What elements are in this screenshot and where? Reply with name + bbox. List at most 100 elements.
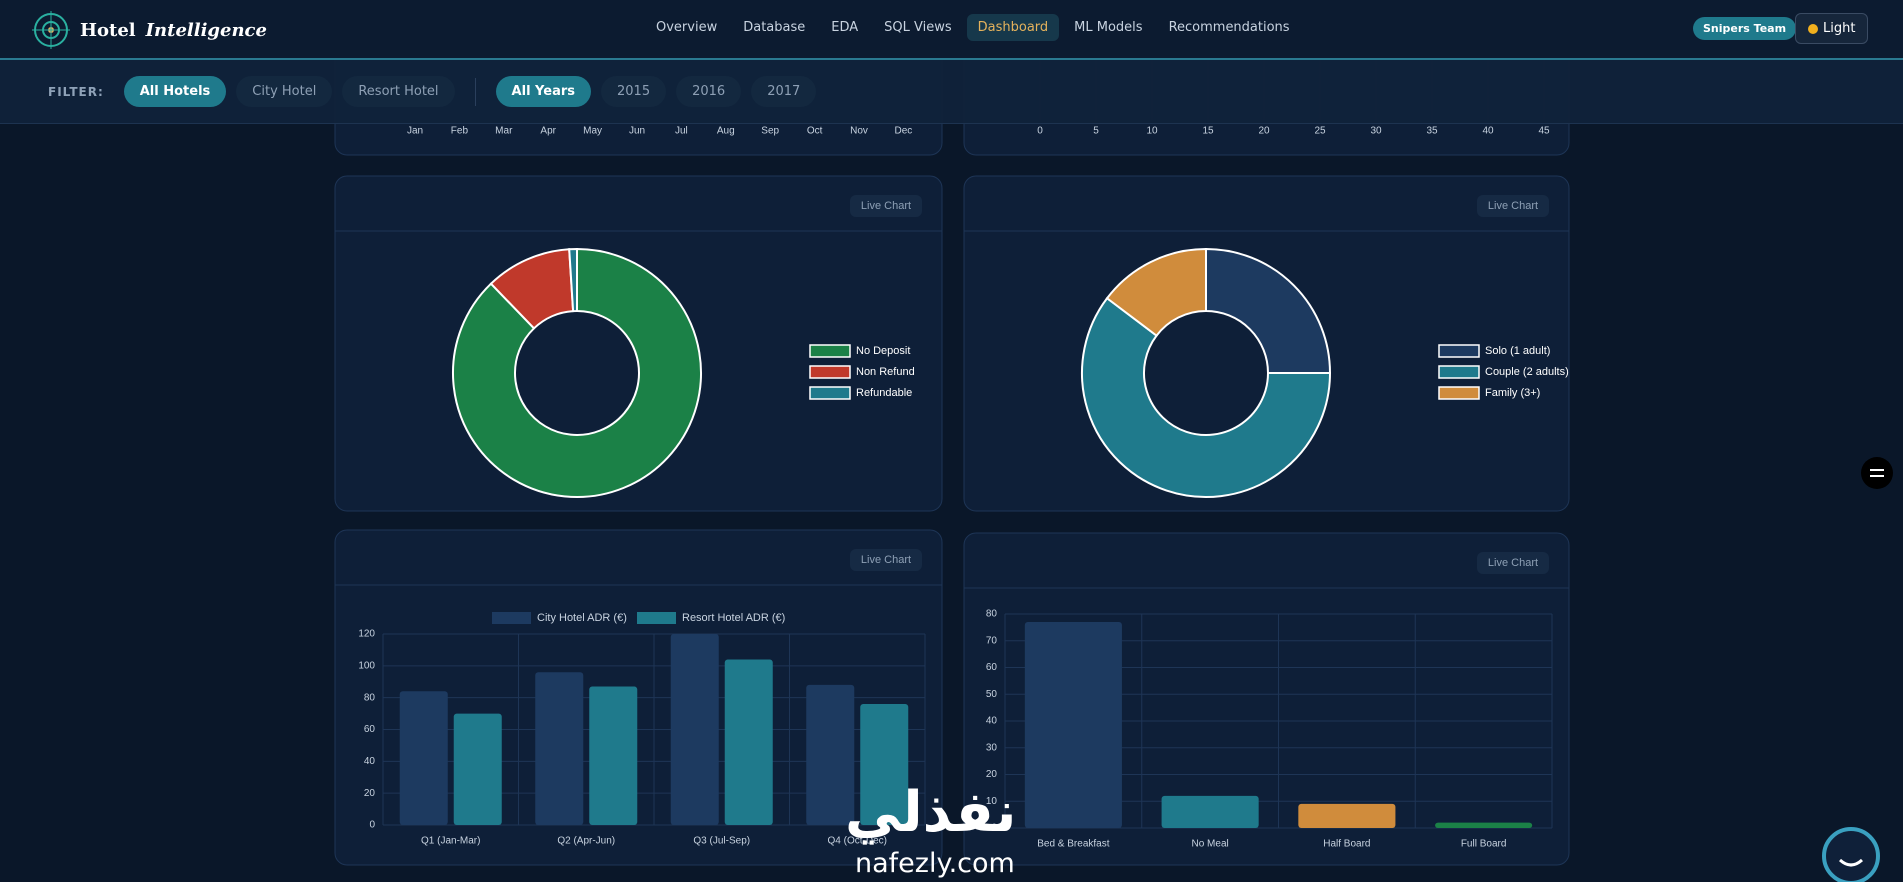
x-tick-label: Jan [407, 126, 423, 137]
badge [850, 549, 922, 571]
y-tick-label: 0 [369, 820, 375, 831]
y-tick-label: 50 [986, 689, 998, 700]
watermark-latin: nafezly.com [855, 848, 1015, 879]
badge-text: Live Chart [861, 554, 911, 566]
x-tick-label: Feb [451, 126, 469, 137]
nav-link[interactable]: ML Models [1074, 20, 1143, 35]
brand-text: Hotel [80, 19, 136, 41]
bar [806, 684, 855, 825]
separator [474, 77, 476, 106]
legend-swatch [1438, 344, 1480, 358]
side-button[interactable] [1861, 457, 1893, 489]
bar [399, 691, 448, 825]
x-tick-label: 20 [1258, 126, 1270, 137]
legend-label: Resort Hotel ADR (€) [682, 612, 785, 624]
legend-label: Family (3+) [1485, 387, 1540, 399]
x-tick-label: May [583, 126, 602, 137]
nav-link[interactable]: Recommendations [1168, 20, 1290, 35]
bar [1435, 822, 1533, 828]
sun-icon [1808, 23, 1818, 34]
bar [670, 634, 719, 825]
x-tick-label: Q3 (Jul-Sep) [693, 836, 750, 847]
y-tick-label: 20 [986, 769, 998, 780]
y-tick-label: 40 [986, 716, 998, 727]
y-tick-label: 60 [986, 662, 998, 673]
legend-label: Couple (2 adults) [1485, 366, 1569, 378]
filter-pill[interactable]: 2017 [751, 76, 817, 107]
badge [1477, 552, 1549, 574]
x-tick-label: Nov [850, 126, 868, 137]
legend-swatch [1438, 386, 1480, 400]
legend-label: Solo (1 adult) [1485, 345, 1550, 357]
y-tick-label: 0 [991, 823, 997, 834]
filter-pill[interactable]: Resort Hotel [342, 76, 455, 107]
bar [589, 686, 638, 825]
hotel-filters: All Hotels City Hotel Resort Hotel [123, 76, 455, 107]
donut-slice [1105, 247, 1207, 338]
legend-swatch [809, 344, 851, 358]
bar [1161, 795, 1259, 828]
donut-slice [1081, 296, 1332, 498]
nav-link[interactable]: EDA [831, 20, 859, 35]
nav-links: Overview Database EDA SQL Views Dashboard ML … [645, 14, 1301, 41]
x-tick-label: Q2 (Apr-Jun) [557, 836, 615, 847]
donut-slice [568, 247, 578, 313]
filter-label: FILTER: [48, 84, 104, 99]
y-tick-label: 60 [364, 724, 376, 735]
bar [860, 704, 909, 825]
brand[interactable]: Hotel Intelligence [32, 11, 267, 49]
logo [32, 11, 70, 49]
y-tick-label: 70 [986, 635, 998, 646]
bar [453, 713, 502, 825]
filter-pill[interactable]: 2016 [676, 76, 742, 107]
filter-pill[interactable]: All Hotels [123, 76, 227, 107]
legend-label: Refundable [856, 387, 912, 399]
nav-link[interactable]: Database [743, 20, 806, 35]
x-tick-label: Q4 (Oct-Dec) [828, 836, 887, 847]
donut-slice [1205, 247, 1332, 374]
nav-link[interactable]: SQL Views [884, 20, 952, 35]
theme-toggle[interactable]: Light [1795, 13, 1869, 44]
y-tick-label: 10 [986, 796, 998, 807]
legend-label: No Deposit [856, 345, 910, 357]
x-tick-label: 0 [1037, 126, 1043, 137]
donut-slice [452, 247, 702, 498]
legend-swatch [492, 612, 531, 624]
filter-pill[interactable]: City Hotel [236, 76, 333, 107]
filter-pill[interactable]: 2015 [601, 76, 667, 107]
legend-label: Non Refund [856, 366, 915, 378]
y-tick-label: 40 [364, 756, 376, 767]
badge-text: Live Chart [1488, 557, 1538, 569]
filter-pill[interactable]: All Years [495, 76, 592, 107]
y-tick-label: 120 [358, 629, 375, 640]
y-tick-label: 20 [364, 788, 376, 799]
theme-label: Light [1823, 21, 1856, 36]
chat-button[interactable] [1822, 827, 1880, 882]
x-tick-label: 10 [1146, 126, 1158, 137]
legend-swatch [1438, 365, 1480, 379]
y-tick-label: 30 [986, 742, 998, 753]
x-tick-label: 30 [1370, 126, 1382, 137]
x-tick-label: Sep [761, 126, 779, 137]
nav-link[interactable]: Overview [656, 20, 718, 35]
badge-text: Live Chart [1488, 200, 1538, 212]
x-tick-label: 45 [1538, 126, 1550, 137]
x-tick-label: 25 [1314, 126, 1326, 137]
y-tick-label: 80 [986, 609, 998, 620]
x-tick-label: Q1 (Jan-Mar) [421, 836, 480, 847]
x-tick-label: No Meal [1192, 839, 1229, 850]
nav-link[interactable]: Dashboard [966, 14, 1060, 41]
bar [1024, 622, 1122, 828]
bar [1298, 803, 1396, 828]
x-tick-label: 40 [1482, 126, 1494, 137]
x-tick-label: Jun [629, 126, 645, 137]
badge [850, 195, 922, 217]
legend-swatch [637, 612, 676, 624]
x-tick-label: Oct [807, 126, 823, 137]
x-tick-label: Dec [895, 126, 913, 137]
x-tick-label: 35 [1426, 126, 1438, 137]
y-tick-label: 80 [364, 692, 376, 703]
legend-label: City Hotel ADR (€) [537, 612, 627, 624]
